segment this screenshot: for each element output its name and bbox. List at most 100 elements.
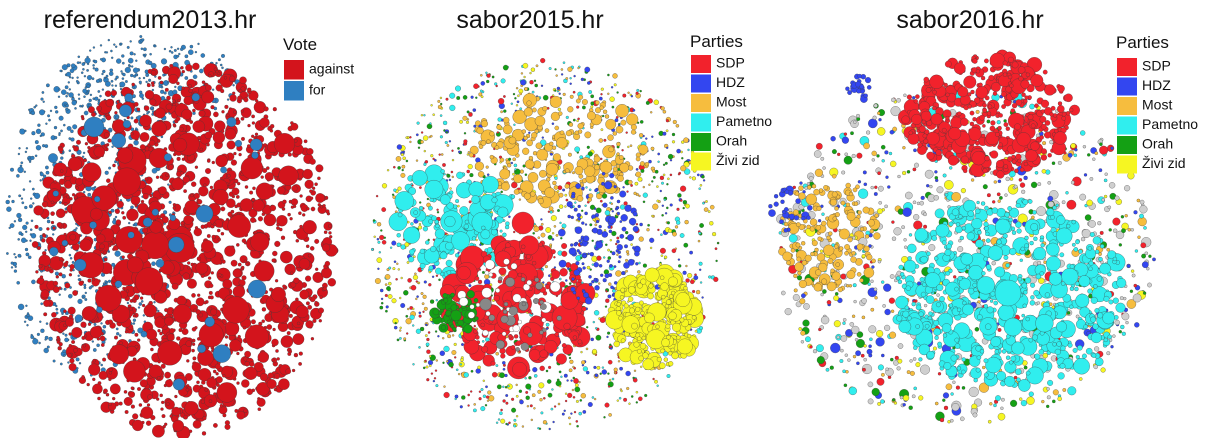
node <box>618 396 622 400</box>
node <box>224 128 237 140</box>
node <box>486 173 490 176</box>
node <box>716 241 720 245</box>
node <box>179 126 184 132</box>
node <box>453 342 457 346</box>
node <box>466 169 470 174</box>
node <box>630 124 637 131</box>
node <box>68 363 77 372</box>
node <box>50 220 55 225</box>
node <box>159 80 164 85</box>
node <box>61 64 68 71</box>
node <box>535 142 543 150</box>
node <box>143 54 147 58</box>
node <box>215 376 223 384</box>
node <box>559 221 562 225</box>
node <box>380 229 383 232</box>
node <box>698 261 703 266</box>
node <box>460 356 464 359</box>
node <box>409 249 415 255</box>
node <box>103 257 108 262</box>
node <box>526 254 531 260</box>
node <box>644 393 648 398</box>
node <box>669 159 673 162</box>
node <box>473 329 478 334</box>
node <box>310 206 316 212</box>
node <box>67 361 70 364</box>
node <box>122 120 131 129</box>
node <box>611 377 615 381</box>
node <box>120 70 123 73</box>
node <box>451 334 455 337</box>
node <box>109 68 114 73</box>
node <box>235 117 240 121</box>
node <box>599 317 606 323</box>
node <box>426 349 431 354</box>
node <box>226 113 230 117</box>
node <box>18 194 21 198</box>
node <box>606 335 609 339</box>
node <box>652 169 656 173</box>
node <box>128 391 135 398</box>
node <box>475 96 478 99</box>
node <box>399 326 402 329</box>
node <box>481 175 499 194</box>
node <box>607 248 610 252</box>
node <box>132 223 136 227</box>
node <box>130 205 134 210</box>
node <box>438 153 441 156</box>
node <box>99 44 103 47</box>
node <box>617 260 621 264</box>
node <box>115 75 119 79</box>
node <box>637 270 641 274</box>
node <box>129 51 134 56</box>
node <box>176 47 180 50</box>
node <box>560 68 564 71</box>
node <box>613 367 618 372</box>
node <box>157 329 161 333</box>
node <box>380 301 384 305</box>
node <box>671 132 676 137</box>
node <box>104 90 112 97</box>
node <box>295 305 309 319</box>
node <box>515 104 519 107</box>
node <box>30 233 37 239</box>
node <box>241 379 250 388</box>
node <box>512 157 516 162</box>
node <box>172 203 177 207</box>
node <box>625 370 631 377</box>
node <box>665 129 669 133</box>
node <box>212 189 229 206</box>
node <box>48 336 53 342</box>
node <box>281 207 286 211</box>
node <box>403 337 407 341</box>
node <box>266 324 273 330</box>
node <box>564 392 568 395</box>
node <box>520 79 527 86</box>
node <box>17 152 21 156</box>
node <box>91 340 94 343</box>
node <box>560 73 564 76</box>
node <box>101 88 105 91</box>
node <box>65 107 69 112</box>
node <box>529 404 533 408</box>
node <box>619 162 629 173</box>
node <box>68 88 71 91</box>
node <box>429 364 432 368</box>
node <box>412 274 419 280</box>
node <box>126 45 130 49</box>
node <box>579 399 583 402</box>
node <box>590 337 594 342</box>
node <box>61 239 68 247</box>
node <box>499 372 505 379</box>
node <box>576 424 579 428</box>
node <box>503 109 507 113</box>
node <box>542 420 547 425</box>
node <box>510 194 516 199</box>
node <box>374 278 381 284</box>
node <box>494 250 512 268</box>
node <box>68 92 74 98</box>
node <box>586 265 591 270</box>
node <box>506 163 512 168</box>
node <box>193 227 202 237</box>
node <box>166 402 170 406</box>
